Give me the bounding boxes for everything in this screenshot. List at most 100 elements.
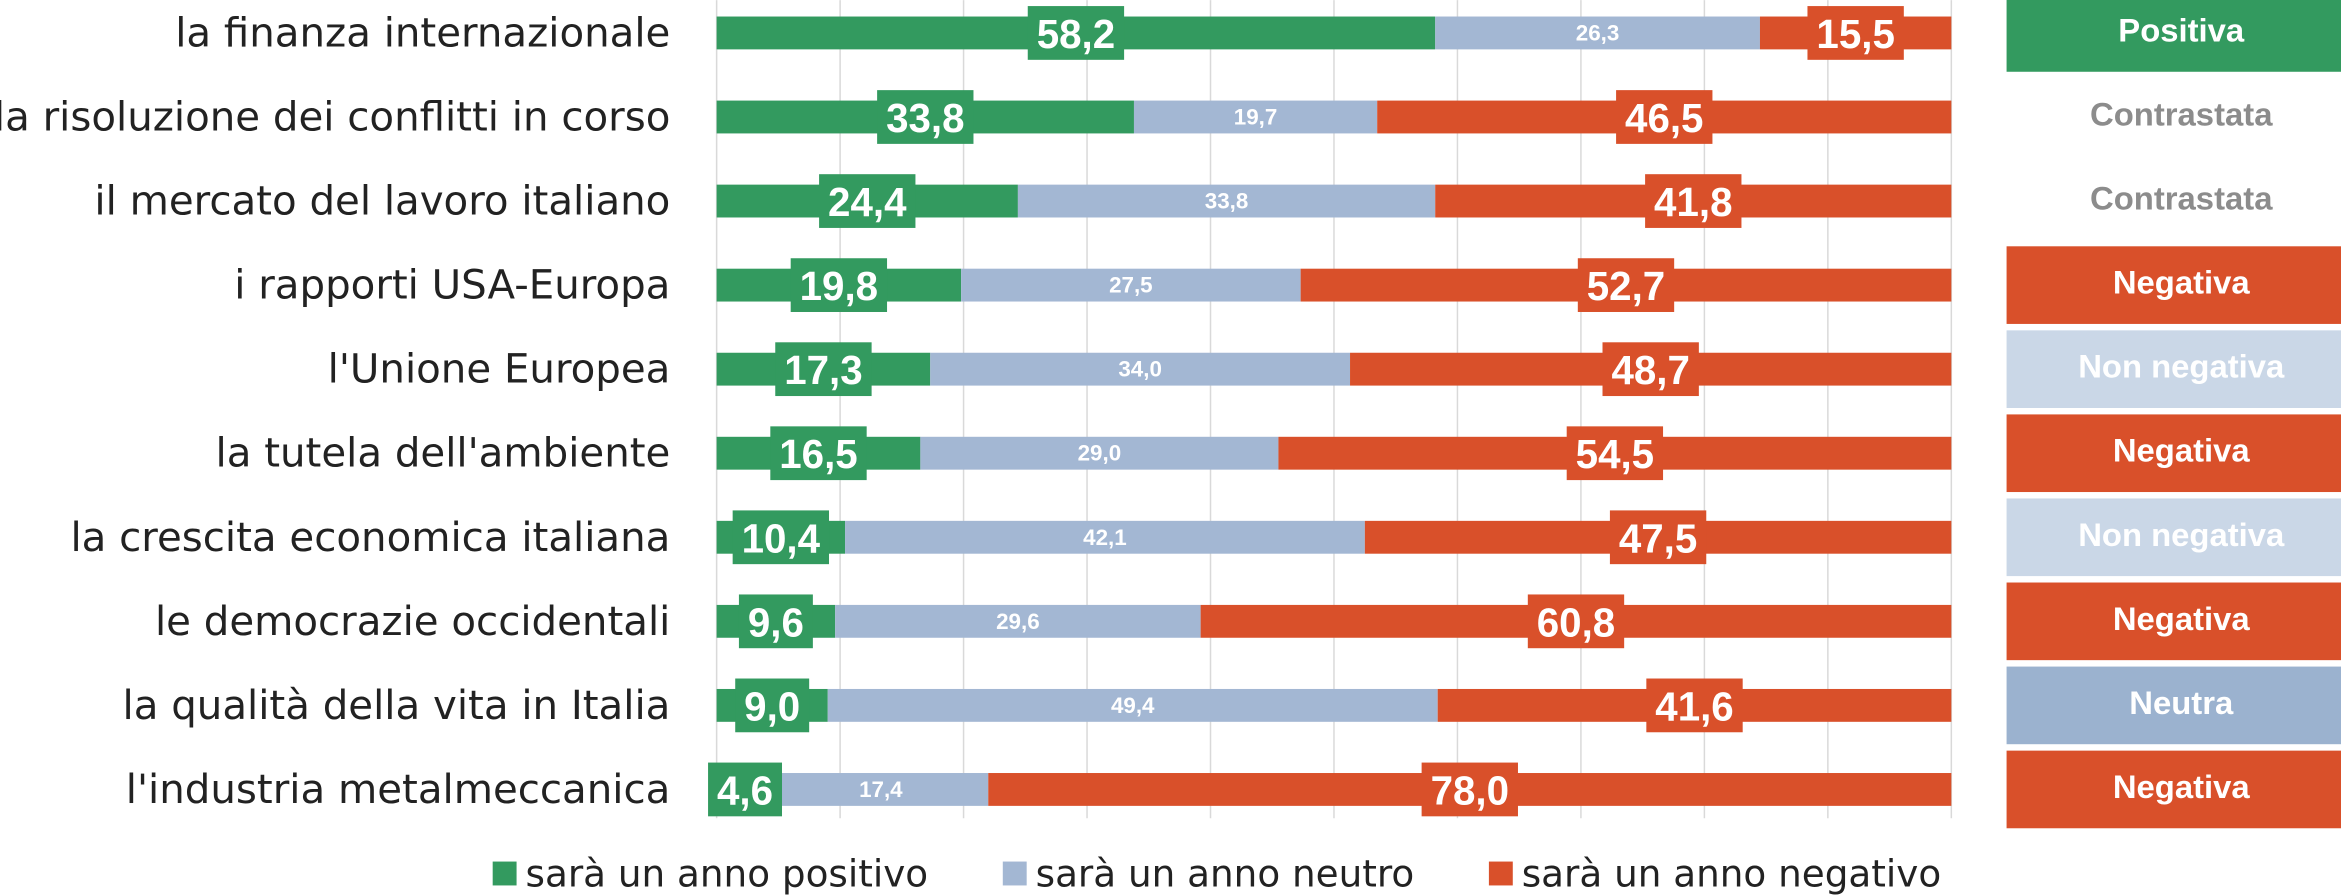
verdict-box (2006, 78, 2341, 156)
legend: sarà un anno positivo sarà un anno neutro… (492, 852, 1941, 896)
value-label-box: 9,6 (738, 594, 813, 649)
bar-segment (920, 436, 1279, 470)
verdict-label: Non negativa (2078, 348, 2285, 385)
verdict-label: Negativa (2113, 600, 2251, 637)
value-label-box: 9,0 (735, 678, 810, 733)
verdict-box (2006, 582, 2341, 661)
verdict-box (2006, 0, 2341, 72)
verdict-box (2006, 330, 2341, 408)
label-background (775, 342, 872, 397)
value-label-box: 17,3 (775, 342, 872, 397)
value-label: 46,5 (1625, 96, 1703, 141)
verdict-label: Negativa (2113, 768, 2251, 805)
value-label: 54,5 (1576, 432, 1654, 477)
value-label: 33,8 (886, 96, 964, 141)
label-background (1027, 6, 1125, 60)
value-label: 29,6 (996, 609, 1040, 634)
value-label: 60,8 (1537, 600, 1615, 645)
label-background (1646, 678, 1743, 733)
value-label-box: 46,5 (1616, 90, 1713, 144)
verdict-box (2006, 246, 2341, 324)
bar-segment (961, 268, 1301, 302)
value-label: 33,8 (1205, 189, 1249, 214)
bar-segment (1017, 184, 1436, 218)
value-label-box: 16,5 (770, 426, 867, 481)
value-label-box: 41,8 (1645, 174, 1742, 228)
label-background (1577, 258, 1675, 312)
legend-swatch (1002, 861, 1027, 886)
label-background (738, 594, 813, 649)
labels: 58,2 26,3 15,5 33,8 19,7 46,5 24,4 33,8 41,8 19,8… (708, 6, 1904, 817)
label-background (732, 510, 830, 565)
legend-swatch (492, 861, 517, 886)
label-background (1527, 594, 1625, 649)
bar-segment (1435, 16, 1760, 50)
value-label-box: 48,7 (1602, 342, 1699, 397)
category-label: la qualità della vita in Italia (123, 682, 671, 729)
label-background (1421, 762, 1518, 817)
label-background (1609, 510, 1707, 565)
verdict-label: Negativa (2113, 264, 2251, 301)
category-label: la finanza internazionale (175, 9, 670, 56)
verdict-label: Contrastata (2090, 180, 2273, 217)
value-label: 24,4 (828, 180, 907, 225)
label-background (1602, 342, 1699, 397)
value-label: 29,0 (1078, 441, 1122, 466)
verdict-label: Negativa (2113, 432, 2251, 469)
value-label: 58,2 (1037, 12, 1115, 57)
label-background (1807, 6, 1904, 60)
bar-segment (930, 352, 1351, 386)
value-label: 17,4 (859, 777, 903, 802)
label-background (790, 258, 888, 312)
verdict-label: Neutra (2129, 684, 2234, 721)
bar-segment (773, 773, 989, 806)
value-label: 15,5 (1816, 12, 1894, 57)
label-background (708, 762, 783, 817)
value-label: 41,6 (1655, 684, 1733, 729)
value-label: 42,1 (1083, 525, 1127, 550)
label-background (819, 174, 916, 228)
verdict-box (2006, 498, 2341, 577)
value-label-box: 10,4 (732, 510, 830, 565)
bar-segment (835, 604, 1201, 638)
value-label: 34,0 (1118, 357, 1162, 382)
value-label-box: 47,5 (1609, 510, 1707, 565)
value-label-box: 24,4 (819, 174, 916, 228)
category-label: il mercato del lavoro italiano (94, 178, 670, 225)
value-label-box: 58,2 (1027, 6, 1125, 60)
value-label-box: 60,8 (1527, 594, 1625, 649)
verdict-box (2006, 414, 2341, 493)
category-label: i rapporti USA-Europa (234, 262, 670, 309)
category-label: l'Unione Europea (328, 346, 671, 393)
value-label: 52,7 (1587, 264, 1665, 309)
value-label-box: 54,5 (1566, 426, 1664, 481)
value-label-box: 19,8 (790, 258, 888, 312)
verdict-box (2006, 666, 2341, 745)
label-background (735, 678, 810, 733)
label-background (1566, 426, 1664, 481)
value-label: 27,5 (1109, 273, 1153, 298)
category-label: la risoluzione dei conflitti in corso (0, 94, 670, 141)
verdict-label: Positiva (2118, 11, 2245, 48)
category-label: le democrazie occidentali (155, 598, 670, 645)
value-label: 26,3 (1576, 20, 1620, 45)
label-background (1645, 174, 1742, 228)
category-label: la tutela dell'ambiente (216, 430, 671, 477)
legend-swatch (1488, 861, 1513, 886)
bar-segment (845, 520, 1365, 554)
value-label: 78,0 (1431, 768, 1509, 813)
value-label: 19,8 (800, 264, 878, 309)
bar-segment (1133, 100, 1378, 134)
verdict-box (2006, 750, 2341, 829)
label-background (1616, 90, 1713, 144)
value-label: 49,4 (1111, 693, 1155, 718)
category-label: l'industria metalmeccanica (126, 766, 671, 813)
value-label: 4,6 (717, 768, 773, 813)
value-label: 48,7 (1611, 348, 1689, 393)
value-label: 10,4 (742, 516, 821, 561)
verdict-label: Non negativa (2078, 516, 2285, 553)
value-label: 9,6 (748, 600, 804, 645)
value-label-box: 15,5 (1807, 6, 1904, 60)
verdict-label: Contrastata (2090, 96, 2273, 133)
